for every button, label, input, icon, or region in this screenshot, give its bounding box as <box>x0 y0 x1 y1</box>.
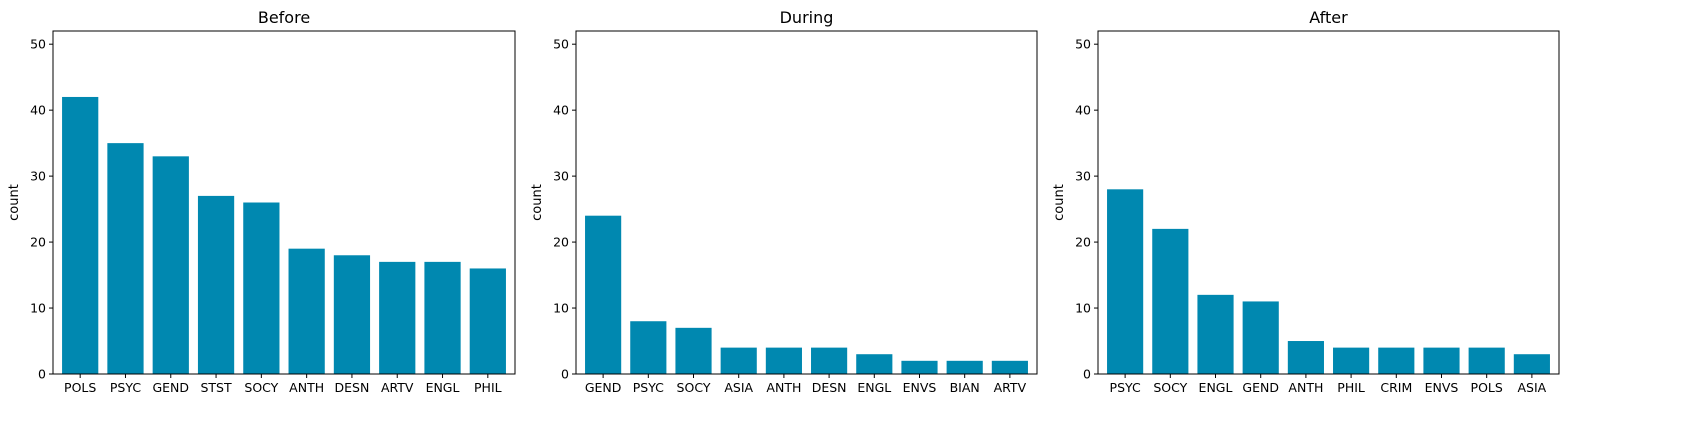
y-tick-label: 20 <box>1075 235 1091 250</box>
y-tick-label: 20 <box>30 235 46 250</box>
x-tick-label: ENVS <box>903 380 937 395</box>
chart-title: After <box>1309 8 1348 27</box>
y-tick-label: 40 <box>1075 103 1091 118</box>
y-tick-label: 10 <box>1075 301 1091 316</box>
bar-artv <box>379 261 416 374</box>
bar-socy <box>243 202 280 374</box>
axes-frame <box>52 30 516 375</box>
bar-anth <box>765 347 802 374</box>
bar-engl <box>1197 294 1234 374</box>
bar-crim <box>1378 347 1415 374</box>
y-tick-label: 20 <box>553 235 569 250</box>
x-tick-label: CRIM <box>1380 380 1412 395</box>
bar-anth <box>288 248 325 374</box>
bar-anth <box>1287 341 1324 374</box>
bar-asia <box>1513 354 1550 374</box>
x-tick-label: ASIA <box>724 380 753 395</box>
bar-gend <box>1242 301 1279 374</box>
chart-panel-during: GEND PSYC SOCY ASIA ANTH DESN ENGL ENVS BIAN ARTV… <box>530 8 1038 395</box>
bar-socy <box>1152 228 1189 374</box>
x-tick-label: PSYC <box>1110 380 1141 395</box>
y-tick-label: 50 <box>553 37 569 52</box>
x-tick-label: POLS <box>1471 380 1503 395</box>
x-tick-label: PSYC <box>110 380 141 395</box>
x-tick-label: ANTH <box>289 380 324 395</box>
bar-phil <box>1333 347 1370 374</box>
x-tick-label: DESN <box>812 380 847 395</box>
x-tick-label: ENVS <box>1425 380 1459 395</box>
bar-envs <box>901 360 938 374</box>
x-tick-label: ENGL <box>426 380 460 395</box>
bar-gend <box>152 156 189 374</box>
chart-panel-before: POLS PSYC GEND STST SOCY ANTH DESN ARTV ENGL PHIL… <box>7 8 516 395</box>
chart-title: During <box>780 8 834 27</box>
x-tick-label: ENGL <box>857 380 891 395</box>
bar-phil <box>469 268 506 374</box>
bar-psyc <box>1107 189 1144 374</box>
x-tick-label: STST <box>200 380 232 395</box>
bar-psyc <box>630 321 667 374</box>
bar-bian <box>946 360 983 374</box>
y-tick-label: 10 <box>30 301 46 316</box>
y-axis-label: count <box>530 184 545 221</box>
x-tick-label: ASIA <box>1518 380 1547 395</box>
x-tick-label: SOCY <box>244 380 278 395</box>
axes-frame <box>575 30 1038 375</box>
bar-stst <box>197 195 235 374</box>
x-tick-label: POLS <box>64 380 96 395</box>
y-tick-label: 30 <box>553 169 569 184</box>
chart-title: Before <box>258 8 310 27</box>
x-tick-label: DESN <box>335 380 370 395</box>
bar-pols <box>1468 347 1505 374</box>
x-tick-label: PHIL <box>474 380 502 395</box>
x-tick-label: BIAN <box>950 380 980 395</box>
x-tick-label: ANTH <box>1288 380 1323 395</box>
y-tick-label: 30 <box>30 169 46 184</box>
x-tick-label: SOCY <box>677 380 711 395</box>
bar-engl <box>424 261 461 374</box>
y-tick-label: 30 <box>1075 169 1091 184</box>
x-tick-label: ARTV <box>994 380 1027 395</box>
bar-pols <box>62 96 99 375</box>
y-tick-label: 0 <box>1083 367 1091 382</box>
bar-envs <box>1423 347 1460 374</box>
bar-engl <box>856 354 893 374</box>
y-tick-label: 40 <box>30 103 46 118</box>
bar-asia <box>720 347 757 374</box>
x-tick-label: GEND <box>1242 380 1279 395</box>
x-tick-label: ENGL <box>1199 380 1233 395</box>
chart-panel-after: PSYC SOCY ENGL GEND ANTH PHIL CRIM ENVS POLS ASIA… <box>1052 8 1560 395</box>
bar-socy <box>675 327 712 374</box>
y-axis-label: count <box>1052 184 1067 221</box>
y-tick-label: 10 <box>553 301 569 316</box>
y-axis-label: count <box>7 184 22 221</box>
bar-psyc <box>107 143 144 374</box>
bar-desn <box>811 347 848 374</box>
bar-artv <box>991 360 1028 374</box>
bar-gend <box>585 215 622 374</box>
x-tick-label: PHIL <box>1337 380 1365 395</box>
x-tick-label: SOCY <box>1153 380 1187 395</box>
y-tick-label: 40 <box>553 103 569 118</box>
y-tick-label: 50 <box>30 37 46 52</box>
x-tick-label: PSYC <box>633 380 664 395</box>
x-tick-label: GEND <box>152 380 189 395</box>
y-tick-label: 0 <box>561 367 569 382</box>
bar-desn <box>333 255 371 374</box>
x-tick-label: ARTV <box>381 380 414 395</box>
x-tick-label: ANTH <box>766 380 801 395</box>
x-tick-label: GEND <box>585 380 622 395</box>
y-tick-label: 50 <box>1075 37 1091 52</box>
axes-frame <box>1097 30 1560 375</box>
y-tick-label: 0 <box>38 367 46 382</box>
